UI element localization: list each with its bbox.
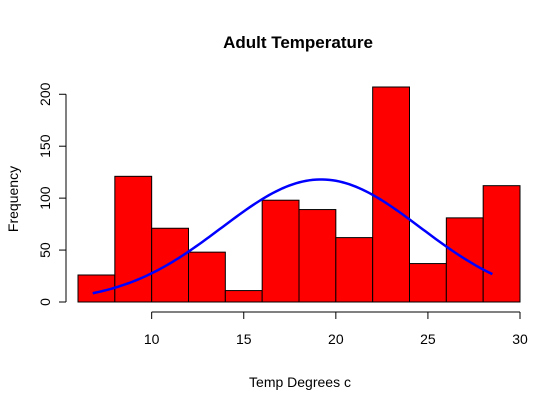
x-tick-label: 20 [328,331,344,347]
histogram-bar [151,227,190,303]
y-axis-label: Frequency [5,166,21,232]
axes-group: 10 15 20 25 30 0 50 100 150 200 [37,82,528,347]
x-axis-label: Temp Degrees c [249,374,351,390]
density-curve [92,178,493,295]
histogram-bar [188,251,226,303]
x-tick-label: 15 [236,331,252,347]
histogram-bar [114,175,153,303]
histogram-bar [261,199,300,303]
y-tick-label: 100 [37,186,53,210]
histogram-bar [298,209,337,303]
y-tick-label: 0 [37,298,53,306]
y-tick-label: 200 [37,82,53,106]
histogram-bar [482,185,521,303]
x-tick-label: 30 [512,331,528,347]
histogram-bar [372,86,410,303]
x-tick-label: 25 [420,331,436,347]
y-tick-label: 150 [37,134,53,158]
y-tick-label: 50 [37,242,53,258]
histogram-bar [409,263,447,303]
histogram-bar [335,237,374,303]
bars-group [77,86,521,303]
x-tick-label: 10 [144,331,160,347]
histogram-bar [224,290,263,303]
chart-title: Adult Temperature [223,33,373,52]
